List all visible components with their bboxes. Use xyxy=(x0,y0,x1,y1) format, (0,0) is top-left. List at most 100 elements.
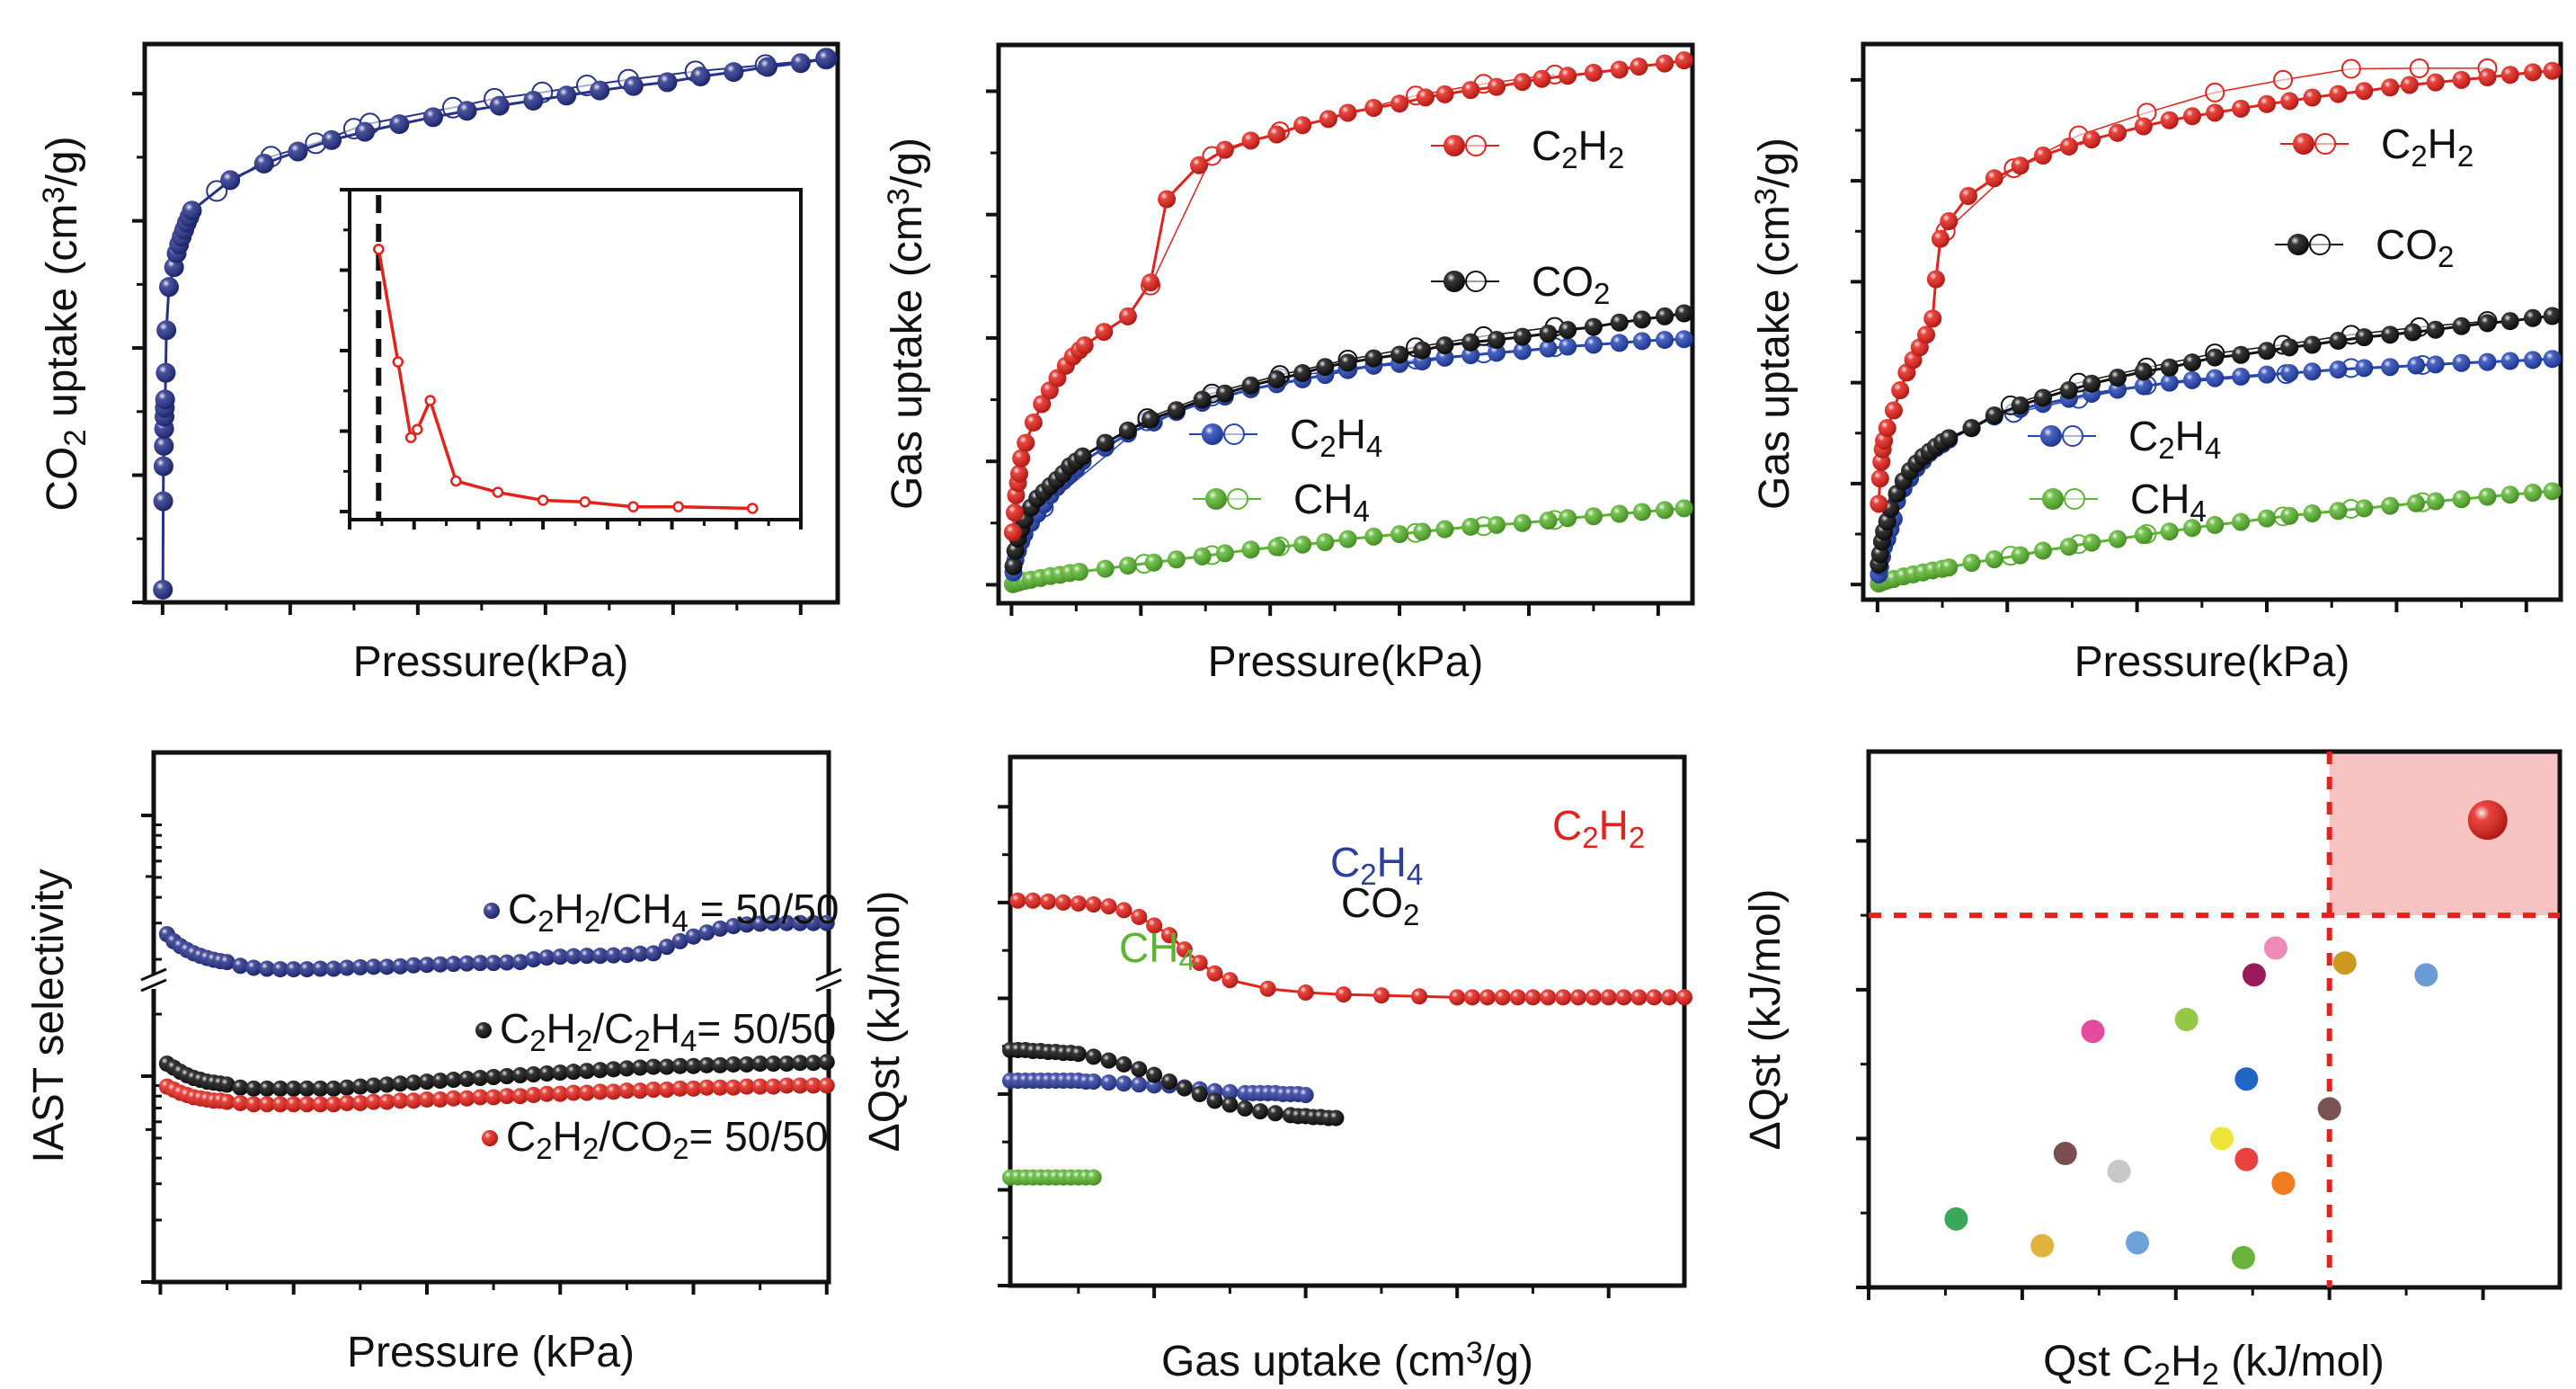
x-axis-label-part: Gas uptake (cm xyxy=(1161,1338,1466,1385)
legend-filled-marker-highlight xyxy=(1205,488,1227,510)
qst-point-highlight xyxy=(1676,989,1692,1006)
adsorption-point-highlight xyxy=(2257,94,2276,113)
adsorption-point-highlight xyxy=(2543,482,2562,501)
material-point xyxy=(2234,1147,2259,1171)
material-point xyxy=(1944,1206,1968,1231)
panel-f: Qst C2H2 (kJ/mol)ΔQst (kJ/mol) xyxy=(1742,749,2563,1389)
qst-point-highlight xyxy=(1524,989,1541,1006)
qst-point-highlight xyxy=(1661,989,1678,1006)
legend-label: C2H2 xyxy=(2381,120,2474,174)
selectivity-point-highlight xyxy=(671,1057,688,1074)
y-axis-label-part: 3 xyxy=(37,186,71,203)
adsorption-point-highlight xyxy=(1539,325,1558,343)
adsorption-point-highlight xyxy=(1096,559,1115,578)
selectivity-point-highlight xyxy=(472,1070,489,1087)
selectivity-point-highlight xyxy=(552,948,569,966)
adsorption-point-highlight xyxy=(1012,449,1031,467)
pore-distribution-point xyxy=(627,501,639,512)
legend-label-part: 4 xyxy=(2190,495,2206,529)
selectivity-point-highlight xyxy=(312,960,329,977)
material-point xyxy=(2081,1019,2105,1044)
adsorption-point-highlight xyxy=(322,129,342,150)
legend-label-part: 4 xyxy=(1353,495,1369,529)
adsorption-point-highlight xyxy=(2182,370,2201,389)
adsorption-point-highlight xyxy=(1559,509,1577,528)
legend-item-c2h4: C2H4 xyxy=(1189,411,1382,464)
adsorption-point-highlight xyxy=(1513,342,1532,361)
selectivity-point-highlight xyxy=(578,1084,595,1101)
adsorption-point-highlight xyxy=(1539,512,1558,530)
legend-label-part: 2 xyxy=(2158,432,2174,466)
adsorption-point-highlight xyxy=(1190,156,1209,174)
adsorption-point-highlight xyxy=(2355,499,2374,518)
adsorption-point-highlight xyxy=(2329,85,2348,103)
pore-distribution-point xyxy=(579,496,591,508)
adsorption-point-highlight xyxy=(1940,429,1959,448)
adsorption-point-highlight xyxy=(2543,307,2562,325)
y-axis-label-part: CO xyxy=(39,447,86,512)
selectivity-point-highlight xyxy=(392,1092,409,1109)
adsorption-point-highlight xyxy=(1215,140,1234,159)
selectivity-point-highlight xyxy=(259,960,276,977)
qst-point-highlight xyxy=(1176,1080,1193,1097)
legend-filled-marker-highlight xyxy=(2040,425,2062,447)
series-label-c2h2-part: H xyxy=(1599,802,1629,849)
adsorption-point-highlight xyxy=(158,277,179,298)
selectivity-point-highlight xyxy=(498,1088,515,1105)
legend-label-part: C xyxy=(2381,120,2411,167)
adsorption-point-highlight xyxy=(1985,169,2003,188)
adsorption-point-highlight xyxy=(1070,563,1088,582)
legend-label-part: 2 xyxy=(1608,142,1624,175)
selectivity-point-highlight xyxy=(525,951,542,968)
selectivity-point-highlight xyxy=(351,1078,369,1095)
y-axis-label-part: Gas uptake (cm xyxy=(884,205,931,510)
series-label-c2h2-part: C xyxy=(1552,802,1582,849)
adsorption-point-highlight xyxy=(2381,325,2400,344)
adsorption-point-highlight xyxy=(2011,396,2030,414)
material-point xyxy=(2210,1126,2234,1151)
adsorption-point-highlight xyxy=(2232,367,2251,386)
adsorption-point-highlight xyxy=(1364,98,1383,117)
pore-distribution-point xyxy=(746,503,759,514)
adsorption-point-highlight xyxy=(2355,328,2374,347)
adsorption-point-highlight xyxy=(2355,359,2374,378)
adsorption-point-highlight xyxy=(2355,82,2374,101)
plot-frame xyxy=(1008,754,1687,1288)
adsorption-point-highlight xyxy=(816,49,837,69)
selectivity-point-highlight xyxy=(538,1085,555,1102)
selectivity-point-highlight xyxy=(632,1082,649,1100)
legend-label: CH4 xyxy=(2130,476,2207,529)
selectivity-point-highlight xyxy=(378,1093,395,1110)
adsorption-point-highlight xyxy=(1158,190,1177,209)
x-axis-label: Pressure(kPa) xyxy=(1208,638,1484,686)
material-point xyxy=(2107,1159,2131,1183)
material-point xyxy=(2414,963,2438,987)
selectivity-point-highlight xyxy=(392,1075,409,1092)
selectivity-point-highlight xyxy=(751,1078,768,1095)
qst-point-highlight xyxy=(1100,1052,1117,1069)
legend-marker-highlight xyxy=(475,1022,492,1038)
selectivity-point-highlight xyxy=(511,1067,529,1084)
series-c2h2 xyxy=(1009,892,1692,1006)
y-axis-label: ΔQst (kJ/mol) xyxy=(1742,889,1790,1151)
adsorption-point-highlight xyxy=(2083,533,2101,552)
adsorption-point-highlight xyxy=(1141,273,1160,292)
legend-open-marker xyxy=(1223,423,1245,445)
selectivity-point-highlight xyxy=(578,1063,595,1080)
material-point-group xyxy=(2467,800,2508,841)
adsorption-point-highlight xyxy=(1632,503,1651,521)
adsorption-point-highlight xyxy=(1267,370,1286,388)
axis-break-gap xyxy=(145,975,163,989)
adsorption-point-highlight xyxy=(1674,51,1693,70)
selectivity-point-highlight xyxy=(232,1094,249,1111)
qst-point-highlight xyxy=(1328,1109,1345,1126)
adsorption-point-highlight xyxy=(153,491,173,512)
qst-point-highlight xyxy=(1335,986,1352,1003)
legend-open-marker xyxy=(2309,234,2331,255)
adsorption-point-highlight xyxy=(489,95,510,116)
qst-point-highlight xyxy=(1259,980,1276,997)
adsorption-point-highlight xyxy=(623,76,644,96)
x-axis-label-part: Pressure(kPa) xyxy=(2074,638,2350,686)
plot-frame xyxy=(142,41,840,605)
selectivity-point-highlight xyxy=(298,1080,315,1097)
